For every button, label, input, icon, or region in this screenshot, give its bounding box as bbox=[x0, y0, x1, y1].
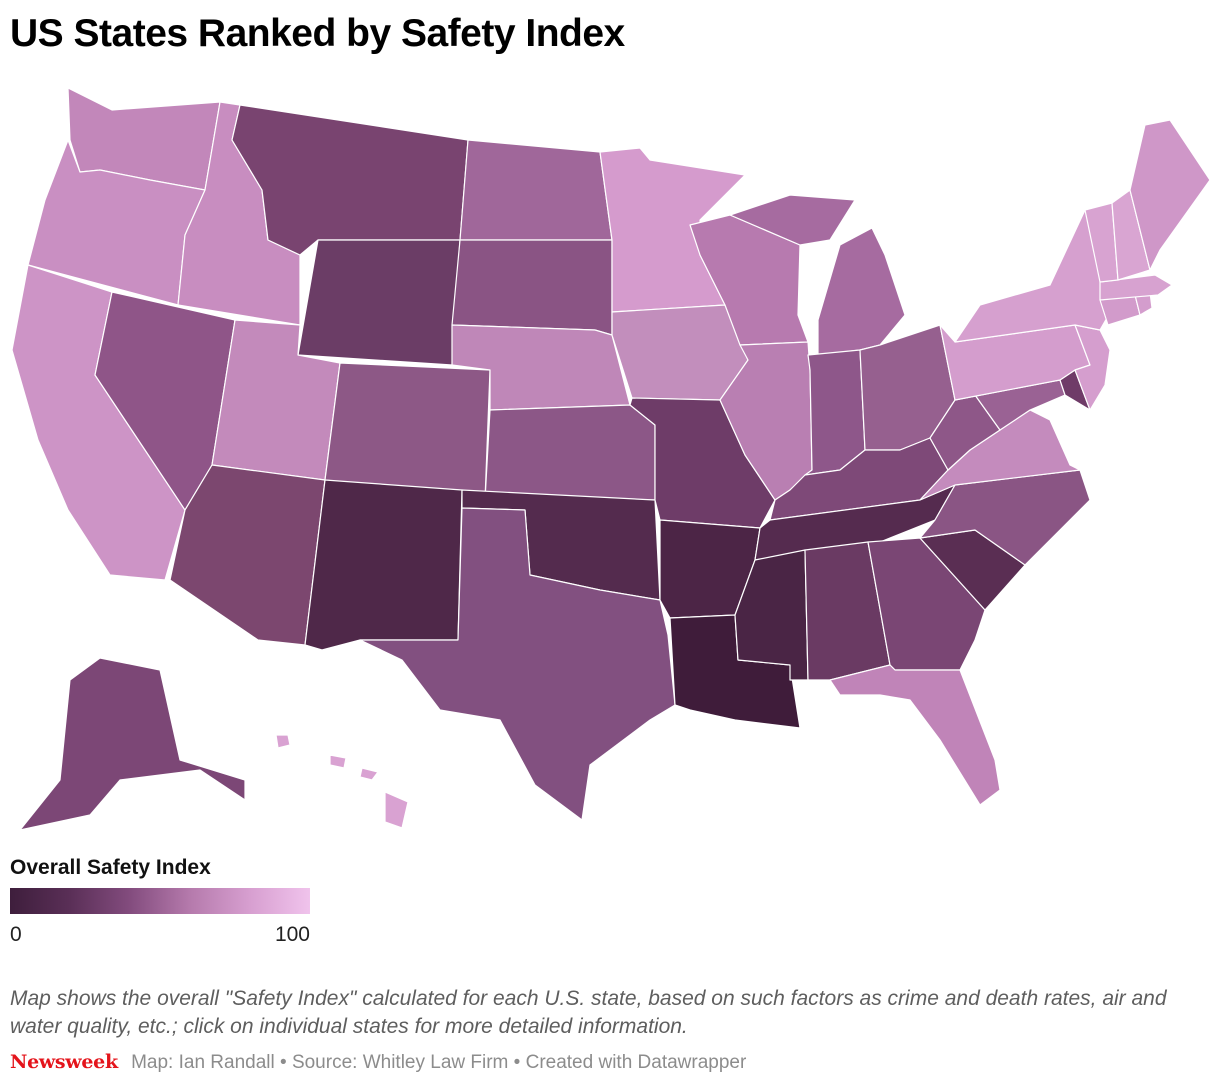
state-mississippi[interactable]: Mississippi bbox=[734, 549, 809, 681]
state-wyoming[interactable]: Wyoming bbox=[297, 239, 461, 366]
legend-max-label: 100 bbox=[274, 923, 310, 946]
state-colorado[interactable]: Colorado bbox=[324, 362, 491, 501]
state-texas[interactable]: Texas bbox=[359, 507, 676, 821]
map-title: US States Ranked by Safety Index bbox=[10, 12, 625, 55]
legend-title: Overall Safety Index bbox=[10, 856, 211, 879]
state-south-dakota[interactable]: South Dakota bbox=[451, 239, 613, 336]
state-hawaii[interactable]: Hawaii bbox=[275, 734, 409, 829]
state-florida[interactable]: Florida bbox=[829, 664, 1001, 806]
state-new-mexico[interactable]: New Mexico bbox=[304, 479, 463, 651]
newsweek-logo[interactable]: Newsweek bbox=[10, 1051, 118, 1073]
map-notes: Map shows the overall "Safety Index" cal… bbox=[10, 987, 1167, 1038]
state-maine[interactable]: Maine bbox=[1129, 119, 1211, 271]
map-canvas: WashingtonOregonCaliforniaIdahoNevadaMon… bbox=[11, 87, 1211, 831]
state-new-jersey[interactable]: New Jersey bbox=[1074, 324, 1111, 411]
legend-color-bar bbox=[10, 888, 310, 914]
state-kansas[interactable]: Kansas bbox=[484, 404, 656, 501]
state-massachusetts[interactable]: Massachusetts bbox=[1099, 274, 1173, 301]
legend: Overall Safety Index 0 100 bbox=[10, 856, 310, 951]
legend-min-label: 0 bbox=[10, 923, 22, 946]
us-choropleth-map: WashingtonOregonCaliforniaIdahoNevadaMon… bbox=[0, 80, 1220, 850]
footer: Newsweek Map: Ian Randall • Source: Whit… bbox=[10, 1051, 746, 1074]
state-montana[interactable]: Montana bbox=[231, 104, 469, 256]
state-indiana[interactable]: Indiana bbox=[804, 349, 866, 476]
state-iowa[interactable]: Iowa bbox=[611, 304, 749, 401]
credit-line: Map: Ian Randall • Source: Whitley Law F… bbox=[131, 1052, 747, 1073]
state-alaska[interactable]: Alaska bbox=[19, 657, 246, 831]
state-north-dakota[interactable]: North Dakota bbox=[459, 139, 613, 241]
